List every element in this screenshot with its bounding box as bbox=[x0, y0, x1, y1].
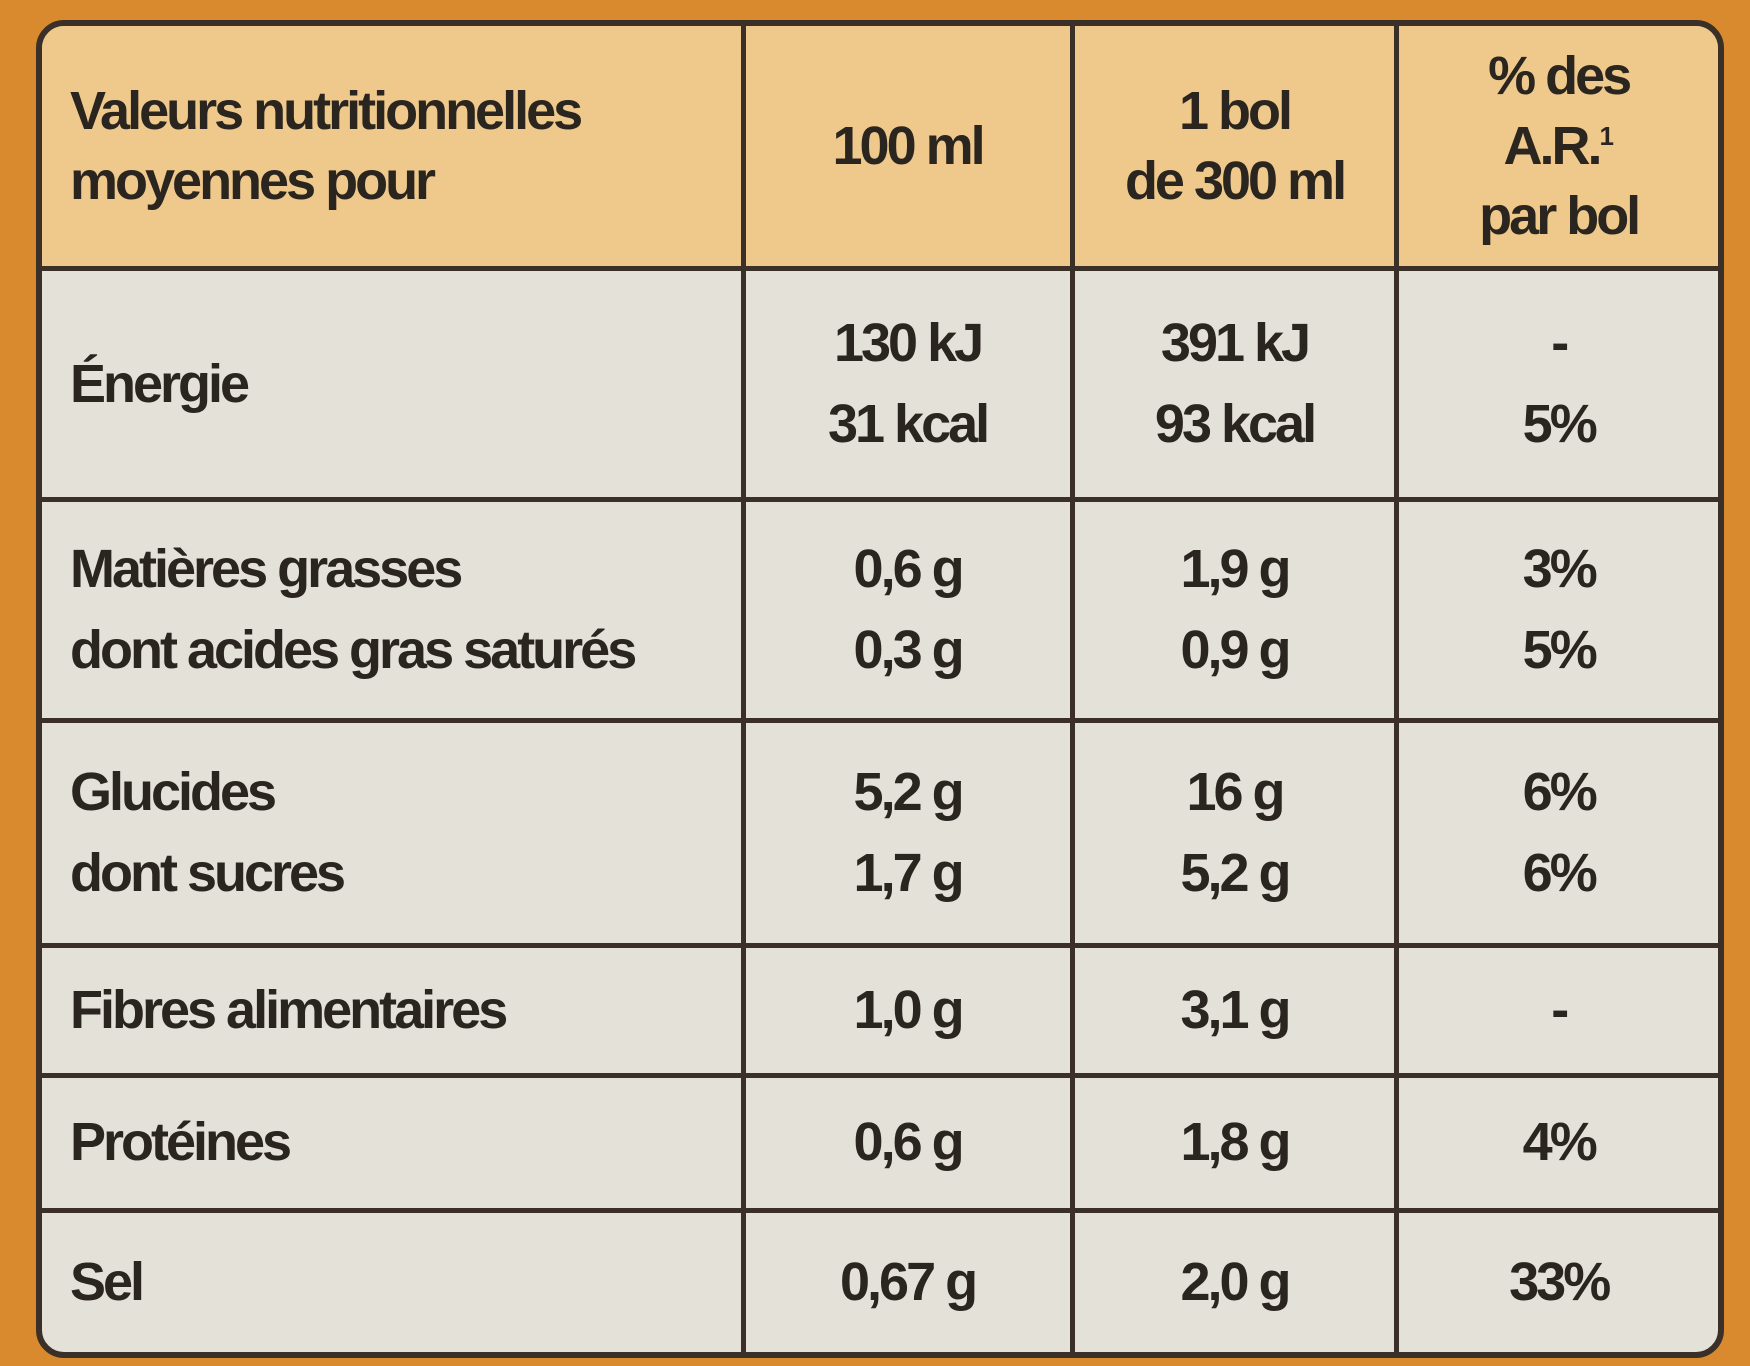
table-cell: Protéines bbox=[42, 1072, 746, 1213]
cell-line: 3% bbox=[1522, 539, 1598, 600]
cell-line: 5,2 g bbox=[1180, 842, 1291, 903]
table-cell: 391 kJ 93 kcal bbox=[1069, 266, 1400, 503]
cell-line: Valeurs nutritionnelles bbox=[70, 80, 583, 141]
footnote-mark: 1 bbox=[1599, 120, 1614, 151]
table-cell: 130 kJ 31 kcal bbox=[740, 266, 1075, 503]
table-cell: 6% 6% bbox=[1394, 717, 1718, 949]
cell-line: 5% bbox=[1522, 620, 1598, 681]
table-cell: 5,2 g 1,7 g bbox=[740, 717, 1075, 949]
cell-line: Sel bbox=[70, 1251, 145, 1312]
table-cell: Matières grasses dont acides gras saturés bbox=[42, 497, 746, 723]
cell-line: dont acides gras saturés bbox=[70, 620, 637, 681]
cell-line: 33% bbox=[1509, 1251, 1611, 1312]
cell-line: 1,0 g bbox=[853, 979, 965, 1040]
cell-line: 0,3 g bbox=[853, 620, 965, 681]
cell-line: 100 ml bbox=[832, 115, 986, 176]
cell-line: par bol bbox=[1479, 186, 1641, 247]
cell-line: 31 kcal bbox=[827, 394, 990, 455]
cell-line: de 300 ml bbox=[1124, 151, 1347, 212]
nutrition-table: Valeurs nutritionnelles moyennes pour 100 … bbox=[36, 20, 1724, 1358]
cell-line: 130 kJ bbox=[833, 313, 984, 374]
cell-line: Fibres alimentaires bbox=[70, 979, 508, 1040]
table-row: Matières grasses dont acides gras saturés… bbox=[42, 497, 1718, 723]
cell-line: 16 g bbox=[1186, 761, 1285, 822]
table-cell: 0,67 g bbox=[740, 1207, 1075, 1352]
table-cell: 3% 5% bbox=[1394, 497, 1718, 723]
table-row: Valeurs nutritionnelles moyennes pour 100 … bbox=[42, 26, 1718, 272]
table-cell: Glucides dont sucres bbox=[42, 717, 746, 949]
cell-line: 1,8 g bbox=[1180, 1112, 1291, 1173]
cell-line: 93 kcal bbox=[1154, 394, 1317, 455]
cell-line: Énergie bbox=[70, 353, 250, 414]
table-cell: 0,6 g 0,3 g bbox=[740, 497, 1075, 723]
table-cell: 4% bbox=[1394, 1072, 1718, 1213]
cell-line: 0,6 g bbox=[853, 1112, 965, 1173]
table-cell: Valeurs nutritionnelles moyennes pour bbox=[42, 26, 746, 272]
cell-line: 5,2 g bbox=[853, 761, 965, 822]
table-cell: % des A.R.1 par bol bbox=[1394, 26, 1718, 272]
cell-line: Matières grasses bbox=[70, 539, 463, 600]
cell-line: % des bbox=[1488, 45, 1632, 106]
cell-line: 0,9 g bbox=[1180, 620, 1291, 681]
table-cell: 1 bol de 300 ml bbox=[1069, 26, 1400, 272]
table-cell: 0,6 g bbox=[740, 1072, 1075, 1213]
table-cell: 100 ml bbox=[740, 26, 1075, 272]
cell-line: 3,1 g bbox=[1180, 979, 1291, 1040]
table-row: Fibres alimentaires 1,0 g 3,1 g - bbox=[42, 943, 1718, 1078]
cell-line: 5% bbox=[1522, 394, 1598, 455]
cell-line: 391 kJ bbox=[1160, 313, 1311, 374]
cell-line: 1 bol bbox=[1179, 80, 1293, 141]
cell-line: Protéines bbox=[70, 1112, 292, 1173]
cell-line: 0,6 g bbox=[853, 539, 965, 600]
cell-line: - bbox=[1551, 313, 1569, 374]
table-cell: 3,1 g bbox=[1069, 943, 1400, 1078]
cell-line: 1,7 g bbox=[853, 842, 965, 903]
table-row: Énergie 130 kJ 31 kcal 391 kJ 93 kcal - 5% bbox=[42, 266, 1718, 503]
table: Valeurs nutritionnelles moyennes pour 100 … bbox=[42, 26, 1718, 1352]
table-cell: - bbox=[1394, 943, 1718, 1078]
table-cell: 1,0 g bbox=[740, 943, 1075, 1078]
table-cell: - 5% bbox=[1394, 266, 1718, 503]
cell-line: 1,9 g bbox=[1180, 539, 1291, 600]
table-cell: 33% bbox=[1394, 1207, 1718, 1352]
cell-line: - bbox=[1551, 979, 1569, 1040]
table-cell: Fibres alimentaires bbox=[42, 943, 746, 1078]
table-row: Sel 0,67 g 2,0 g 33% bbox=[42, 1207, 1718, 1352]
table-cell: 1,9 g 0,9 g bbox=[1069, 497, 1400, 723]
table-row: Protéines 0,6 g 1,8 g 4% bbox=[42, 1072, 1718, 1213]
cell-line: moyennes pour bbox=[70, 151, 436, 212]
table-cell: Sel bbox=[42, 1207, 746, 1352]
cell-line: 2,0 g bbox=[1180, 1251, 1291, 1312]
table-cell: 2,0 g bbox=[1069, 1207, 1400, 1352]
cell-line: dont sucres bbox=[70, 842, 346, 903]
table-cell: Énergie bbox=[42, 266, 746, 503]
cell-line: 6% bbox=[1522, 761, 1598, 822]
cell-line: 4% bbox=[1522, 1112, 1598, 1173]
table-cell: 16 g 5,2 g bbox=[1069, 717, 1400, 949]
cell-line: 0,67 g bbox=[840, 1251, 978, 1312]
table-cell: 1,8 g bbox=[1069, 1072, 1400, 1213]
cell-line: 6% bbox=[1522, 842, 1598, 903]
cell-line: Glucides bbox=[70, 761, 277, 822]
table-row: Glucides dont sucres 5,2 g 1,7 g 16 g 5,2 g 6%… bbox=[42, 717, 1718, 949]
cell-line: A.R.1 bbox=[1503, 115, 1614, 176]
